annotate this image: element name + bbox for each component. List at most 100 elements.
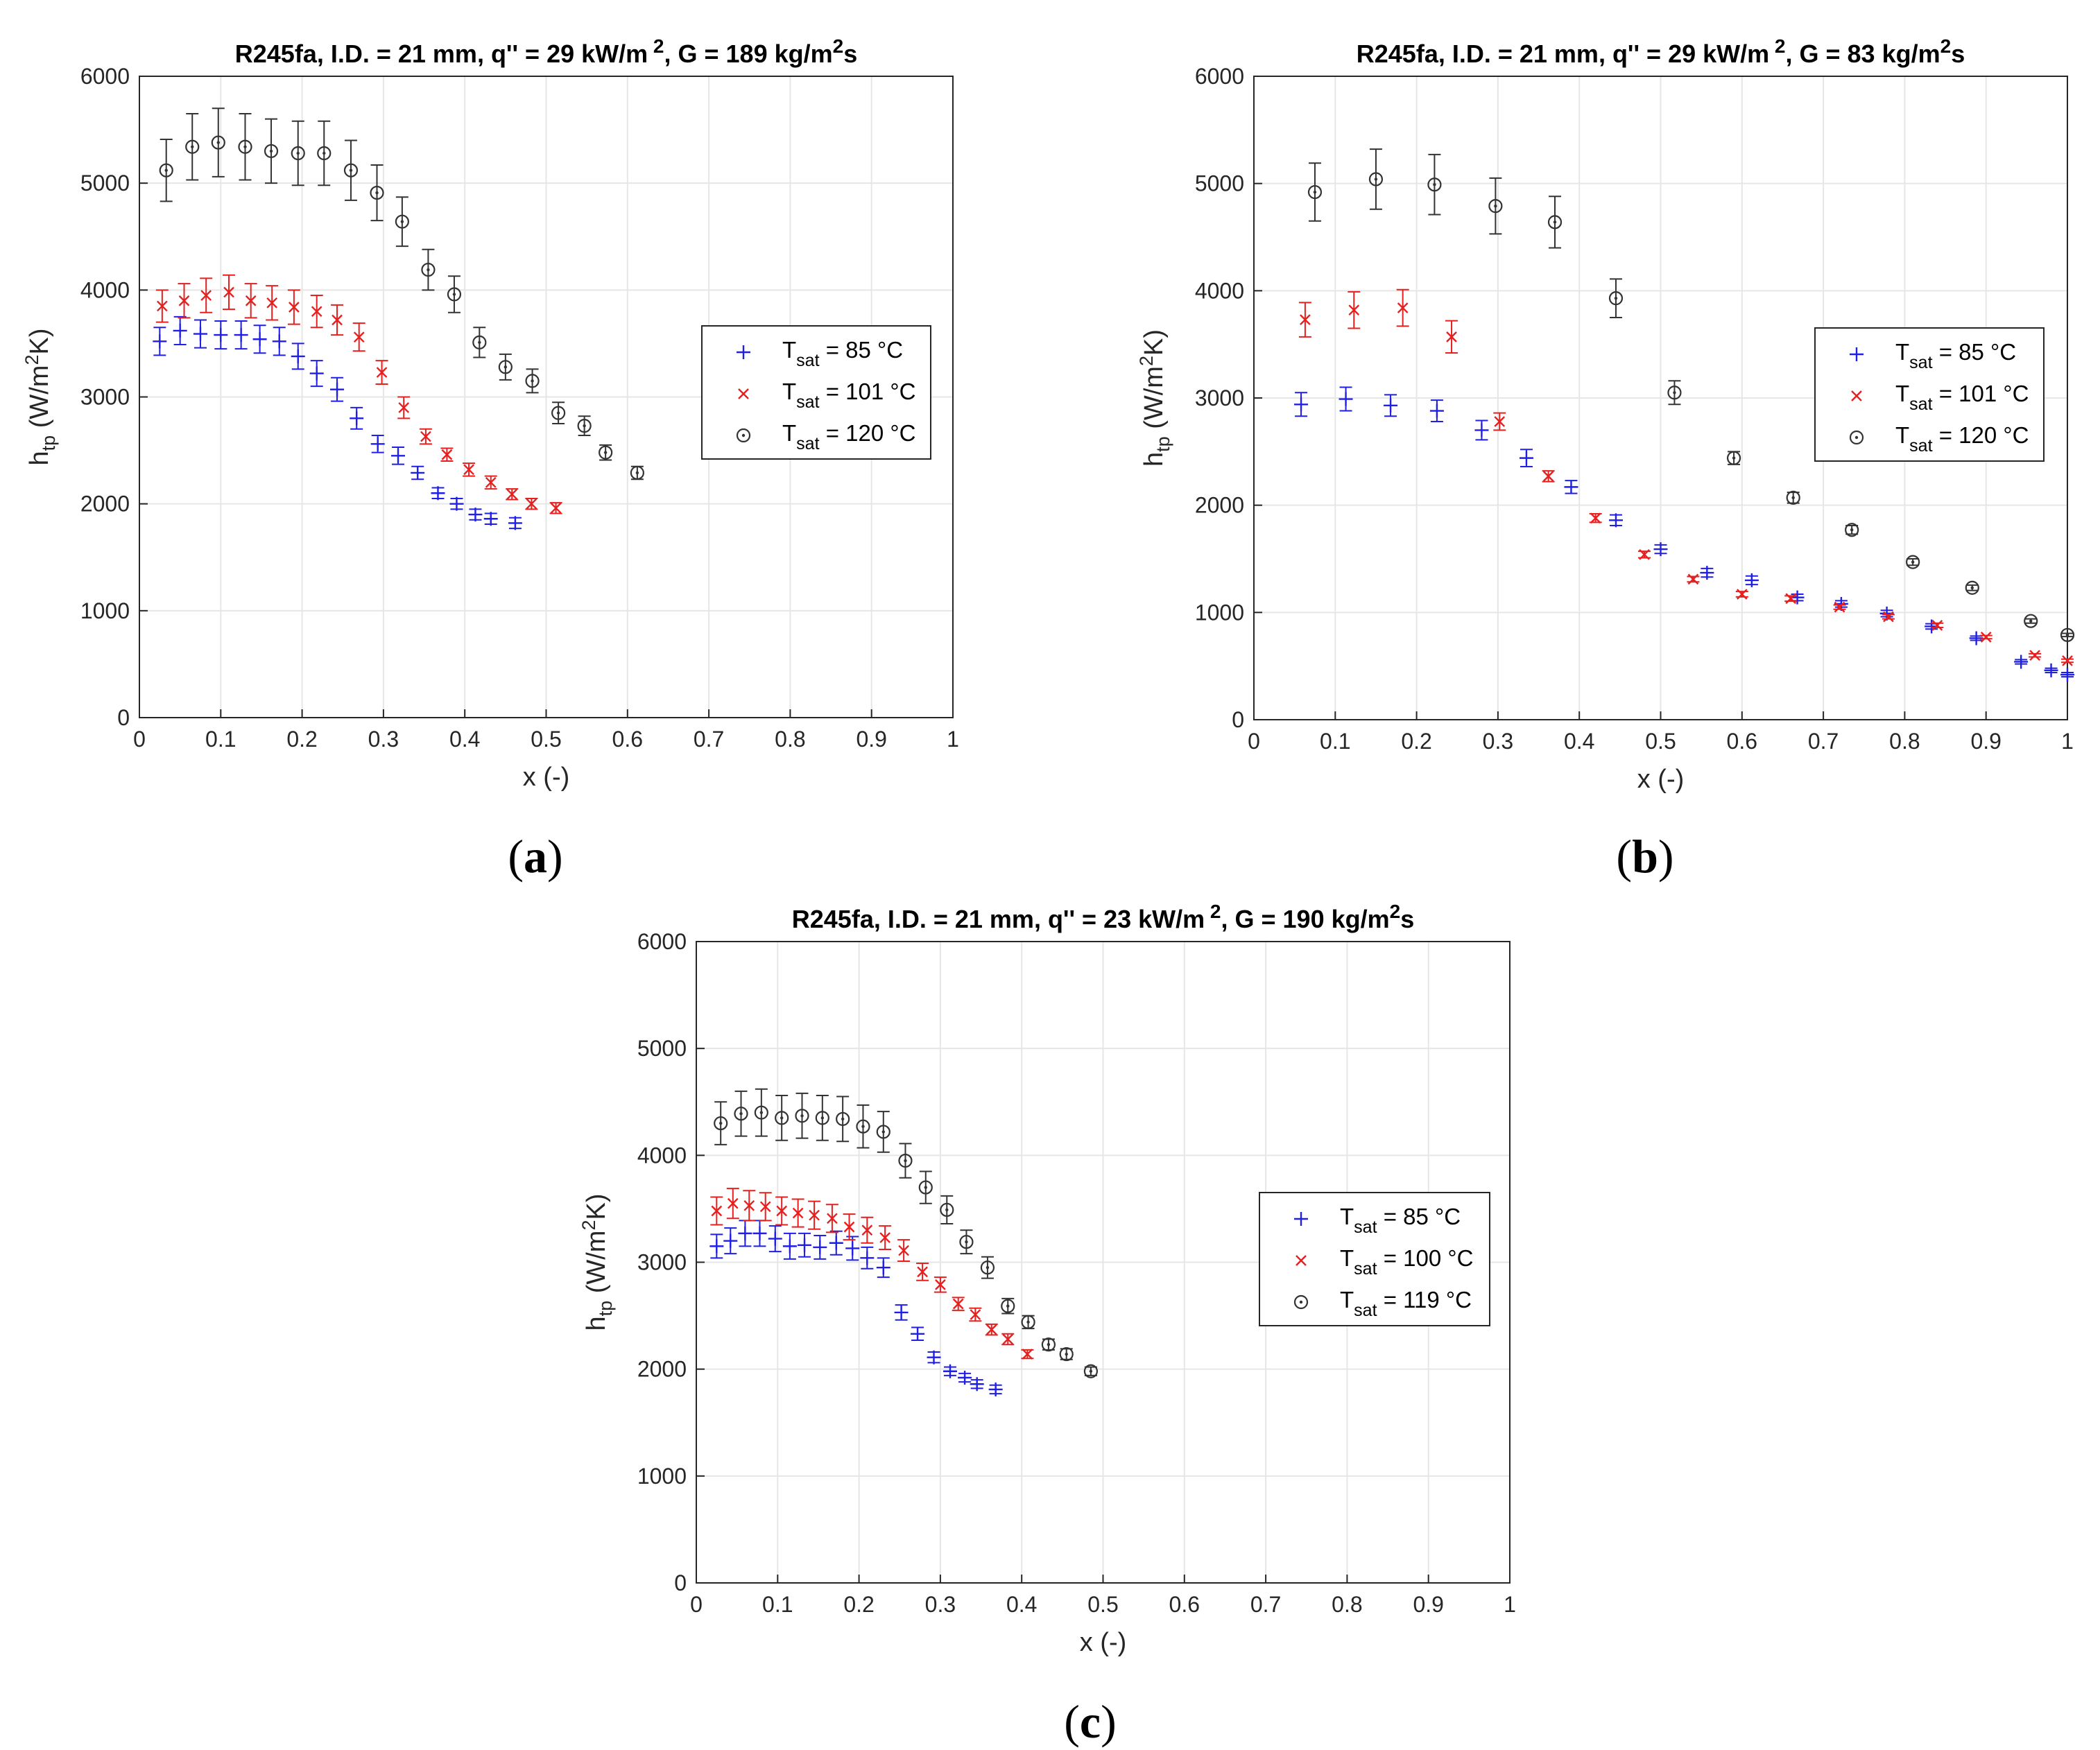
marker-plus: [508, 516, 522, 530]
x-axis-label: x (-): [1637, 765, 1685, 794]
x-tick-label: 0.8: [775, 727, 805, 752]
y-tick-label: 6000: [637, 929, 687, 954]
y-tick-label: 0: [674, 1570, 687, 1595]
marker-plus: [813, 1240, 827, 1254]
marker-cross: [952, 1298, 964, 1310]
text-part: 2: [1136, 356, 1157, 366]
text-part: = 101 °C: [1933, 381, 2029, 406]
text-part: 2: [21, 355, 42, 365]
text-part: = 119 °C: [1377, 1287, 1472, 1312]
marker-cross: [809, 1209, 820, 1221]
marker-cross: [792, 1207, 804, 1219]
marker-circle: [714, 1116, 728, 1131]
x-tick-label: 0.9: [1413, 1592, 1443, 1617]
marker-center-dot: [216, 141, 220, 144]
marker-cross: [485, 476, 497, 488]
marker-cross: [311, 306, 322, 318]
marker-cross: [2029, 650, 2040, 661]
marker-center-dot: [1911, 560, 1915, 564]
marker-plus: [988, 1382, 1003, 1396]
marker-center-dot: [945, 1208, 949, 1212]
marker-circle: [815, 1111, 829, 1125]
marker-circle: [959, 1235, 974, 1249]
marker-plus: [1653, 542, 1668, 557]
marker-cross: [898, 1245, 909, 1256]
marker-circle: [1667, 385, 1682, 400]
marker-cross: [738, 388, 749, 399]
marker-plus: [1700, 566, 1714, 580]
marker-circle: [775, 1111, 789, 1125]
text-part: R245fa, I.D. = 21 mm, q'' = 29 kW/m: [1357, 40, 1769, 68]
marker-center-dot: [452, 293, 456, 296]
marker-center-dot: [924, 1186, 927, 1189]
marker-cross: [1851, 390, 1862, 401]
marker-plus: [468, 508, 483, 522]
marker-plus: [483, 512, 498, 526]
legend-label: Tsat = 85 °C: [1895, 339, 2016, 372]
text-part: sat: [1909, 395, 1932, 414]
marker-center-dot: [191, 145, 194, 148]
marker-circle: [370, 185, 384, 200]
text-part: 2: [1205, 901, 1221, 922]
text-part: sat: [1354, 1301, 1377, 1320]
marker-circle: [1849, 430, 1864, 445]
marker-plus: [1294, 397, 1309, 412]
x-tick-label: 0.4: [449, 727, 480, 752]
marker-circle: [159, 163, 173, 177]
marker-cross: [289, 302, 300, 313]
marker-plus: [829, 1236, 843, 1250]
panel-caption: (a): [508, 830, 562, 883]
marker-center-dot: [2029, 619, 2033, 623]
series-plus: [709, 1220, 1003, 1396]
marker-cross: [1687, 573, 1699, 585]
x-tick-label: 0.6: [612, 727, 643, 752]
legend-label: Tsat = 85 °C: [1340, 1204, 1461, 1237]
marker-circle: [211, 135, 225, 150]
x-tick-label: 0.9: [856, 727, 886, 752]
marker-center-dot: [478, 340, 481, 345]
legend-label: Tsat = 101 °C: [782, 379, 915, 412]
text-part: 2: [1390, 901, 1401, 922]
marker-cross: [1639, 548, 1650, 560]
text-part: , G = 189 kg/m: [664, 40, 833, 68]
marker-circle: [940, 1202, 954, 1218]
legend-entry: Tsat = 85 °C: [1294, 1204, 1461, 1237]
text-part: sat: [796, 434, 819, 453]
marker-cross: [727, 1197, 739, 1209]
text-part: T: [1340, 1204, 1354, 1229]
marker-plus: [970, 1377, 984, 1392]
y-tick-label: 0: [1232, 707, 1244, 732]
text-part: 2: [1940, 35, 1952, 57]
marker-circle: [551, 406, 566, 420]
marker-center-dot: [400, 220, 404, 223]
marker-circle: [1726, 451, 1741, 465]
y-tick-label: 3000: [1195, 385, 1244, 410]
y-tick-label: 2000: [1195, 493, 1244, 518]
text-part: h: [1139, 452, 1169, 467]
marker-plus: [723, 1233, 738, 1248]
marker-plus: [958, 1371, 972, 1385]
y-tick-label: 2000: [80, 492, 130, 517]
marker-circle: [1965, 580, 1979, 595]
legend-entry: Tsat = 119 °C: [1293, 1287, 1472, 1320]
text-part: tp: [595, 1301, 616, 1317]
marker-circle: [836, 1111, 850, 1127]
marker-circle: [447, 287, 462, 302]
marker-center-dot: [583, 424, 586, 428]
x-tick-label: 1: [1504, 1592, 1516, 1617]
marker-plus: [1519, 451, 1533, 465]
marker-center-dot: [841, 1117, 845, 1121]
y-tick-label: 5000: [637, 1036, 687, 1061]
marker-circle: [876, 1125, 890, 1139]
x-tick-label: 0.1: [1320, 729, 1350, 754]
text-part: s: [1400, 905, 1414, 933]
series-cross: [1298, 288, 2074, 666]
marker-center-dot: [1313, 190, 1317, 194]
marker-plus: [752, 1226, 767, 1240]
marker-cross: [743, 1199, 755, 1211]
x-tick-label: 0.2: [286, 727, 317, 752]
text-part: sat: [1354, 1218, 1377, 1237]
series-circle: [159, 107, 644, 480]
text-part: R245fa, I.D. = 21 mm, q'' = 23 kW/m: [792, 905, 1205, 933]
marker-cross: [398, 402, 410, 413]
